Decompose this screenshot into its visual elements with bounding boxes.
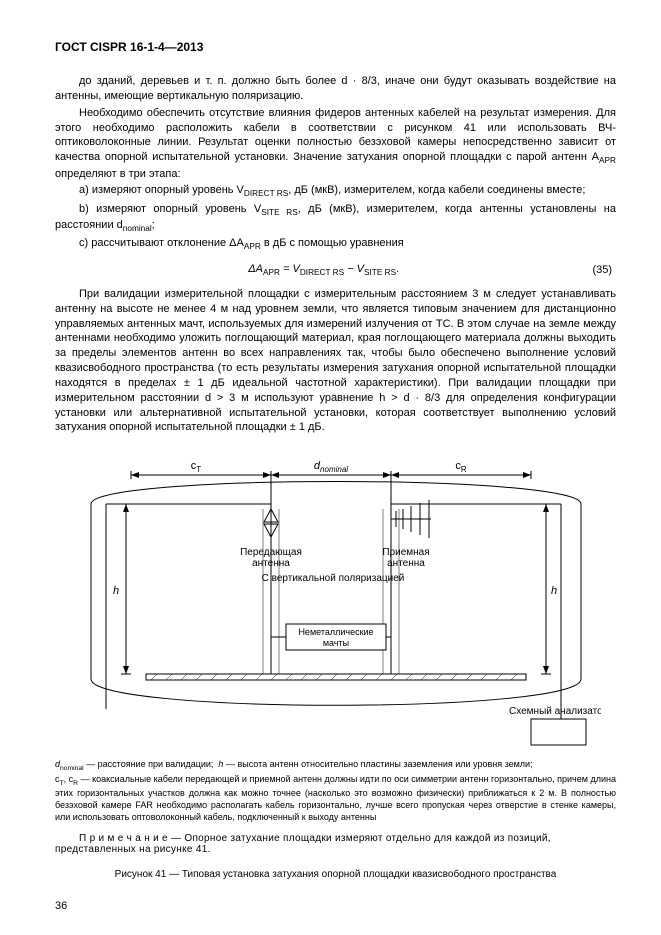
svg-text:Приемная: Приемная	[382, 547, 429, 558]
page: ГОСТ CISPR 16-1-4—2013 до зданий, деревь…	[0, 0, 661, 932]
list-item-b: b) измеряют опорный уровень VSITE RS, дБ…	[55, 202, 616, 235]
svg-text:h: h	[551, 585, 557, 597]
page-number: 36	[55, 900, 616, 912]
document-header: ГОСТ CISPR 16-1-4—2013	[55, 40, 616, 54]
paragraph-3: При валидации измерительной площадки с и…	[55, 287, 616, 435]
equation: ΔAAPR = VDIRECT RS − VSITE RS.	[55, 263, 592, 277]
svg-text:мачты: мачты	[322, 638, 348, 648]
svg-text:антенна: антенна	[387, 558, 425, 569]
svg-text:dnominal: dnominal	[313, 460, 347, 474]
figure-caption: Рисунок 41 — Типовая установка затухания…	[55, 869, 616, 880]
svg-text:С вертикальной поляризацией: С вертикальной поляризацией	[261, 573, 404, 584]
equation-row: ΔAAPR = VDIRECT RS − VSITE RS. (35)	[55, 263, 616, 277]
body-text-2: При валидации измерительной площадки с и…	[55, 287, 616, 435]
svg-text:cT: cT	[190, 460, 201, 474]
paragraph-2: Необходимо обеспечить отсутствие влияния…	[55, 106, 616, 182]
figure-svg: cT dnominal cR	[71, 449, 601, 749]
svg-text:cR: cR	[455, 460, 467, 474]
svg-text:антенна: антенна	[252, 558, 290, 569]
paragraph-1: до зданий, деревьев и т. п. должно быть …	[55, 74, 616, 104]
figure-legend: dnominal — расстояние при валидации; h —…	[55, 759, 616, 823]
body-text: до зданий, деревьев и т. п. должно быть …	[55, 74, 616, 253]
figure-41: cT dnominal cR	[55, 449, 616, 749]
svg-text:Неметаллические: Неметаллические	[298, 627, 373, 637]
svg-text:h: h	[113, 585, 119, 597]
equation-number: (35)	[592, 264, 616, 276]
list-item-c: c) рассчитывают отклонение ΔAAPR в дБ с …	[55, 236, 616, 252]
svg-text:Передающая: Передающая	[240, 547, 302, 558]
svg-text:Схемный анализатор: Схемный анализатор	[509, 706, 601, 717]
list-item-a: a) измеряют опорный уровень VDIRECT RS, …	[55, 183, 616, 199]
figure-note: П р и м е ч а н и е — Опорное затухание …	[55, 833, 616, 855]
